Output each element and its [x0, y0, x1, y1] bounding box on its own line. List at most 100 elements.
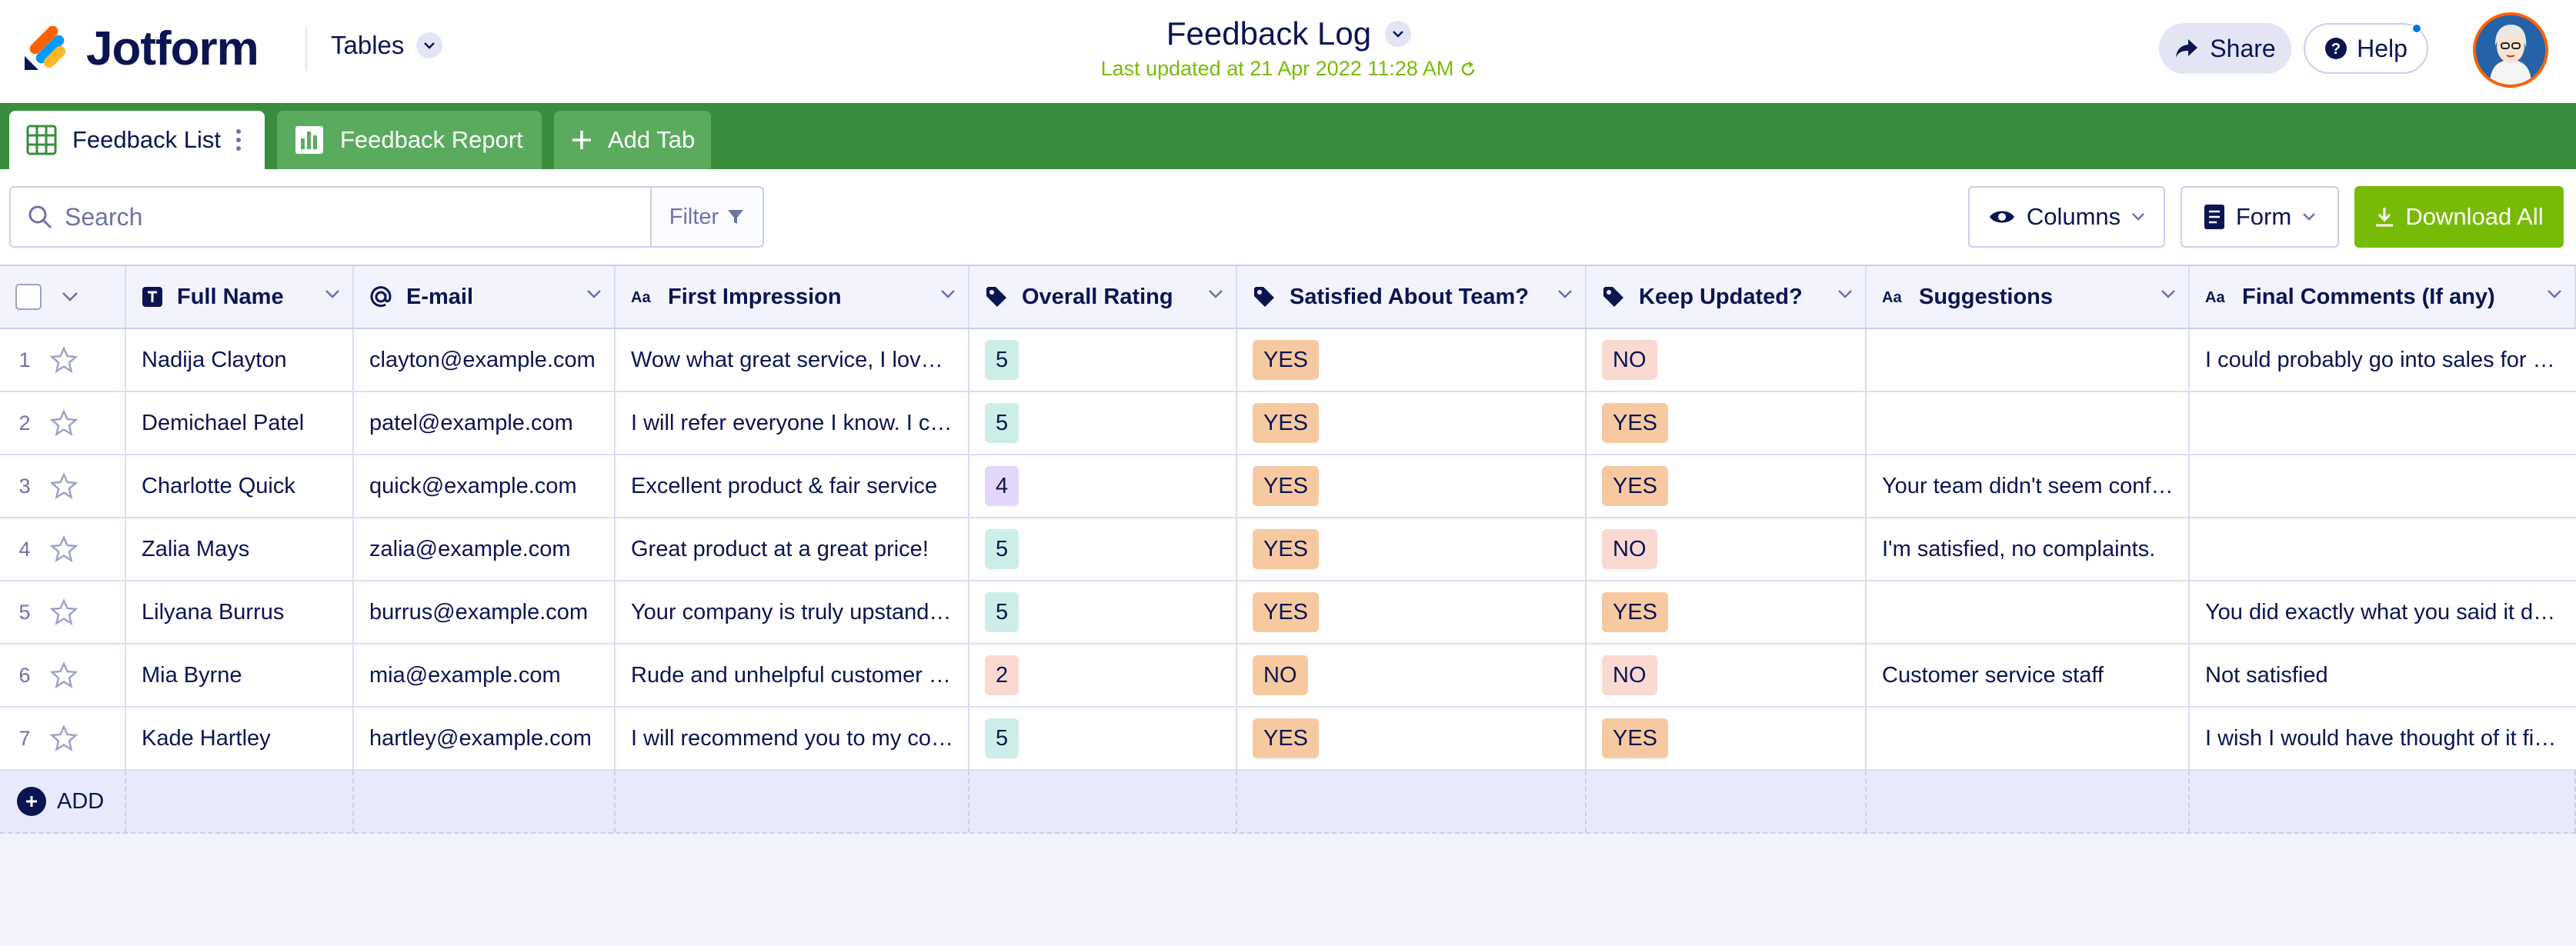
cell-satisfied[interactable]: YES	[1237, 455, 1587, 517]
select-all-checkbox[interactable]	[15, 284, 42, 310]
cell-overall-rating[interactable]: 5	[969, 329, 1237, 391]
tables-menu[interactable]: Tables	[331, 31, 443, 60]
cell-overall-rating[interactable]: 2	[969, 645, 1237, 706]
star-icon[interactable]	[49, 724, 78, 752]
cell-satisfied[interactable]: YES	[1237, 329, 1587, 391]
cell-suggestions[interactable]	[1867, 708, 2190, 769]
cell-full-name[interactable]: Nadija Clayton	[126, 329, 354, 391]
cell-final-comments[interactable]: I wish I would have thought of it first.	[2190, 708, 2576, 769]
table-row[interactable]: 4 Zalia Mays zalia@example.com Great pro…	[0, 518, 2576, 581]
chevron-down-icon[interactable]	[940, 289, 956, 298]
cell-full-name[interactable]: Mia Byrne	[126, 645, 354, 706]
cell-suggestions[interactable]	[1867, 392, 2190, 454]
cell-first-impression[interactable]: Your company is truly upstanding	[616, 581, 969, 643]
tab-feedback-report[interactable]: Feedback Report	[277, 111, 542, 169]
column-header-overall-rating[interactable]: Overall Rating	[969, 266, 1237, 328]
column-header-full-name[interactable]: Full Name	[126, 266, 354, 328]
cell-overall-rating[interactable]: 5	[969, 518, 1237, 580]
star-icon[interactable]	[49, 409, 78, 437]
chevron-down-icon[interactable]	[1208, 289, 1223, 298]
cell-satisfied[interactable]: YES	[1237, 708, 1587, 769]
column-header-first-impression[interactable]: Aa First Impression	[616, 266, 969, 328]
cell-satisfied[interactable]: YES	[1237, 581, 1587, 643]
cell-suggestions[interactable]: Your team didn't seem confident	[1867, 455, 2190, 517]
cell-keep-updated[interactable]: NO	[1587, 518, 1867, 580]
cell-email[interactable]: clayton@example.com	[354, 329, 616, 391]
share-button[interactable]: Share	[2159, 23, 2291, 74]
star-icon[interactable]	[49, 346, 78, 374]
help-button[interactable]: ? Help	[2304, 23, 2428, 74]
cell-suggestions[interactable]	[1867, 329, 2190, 391]
cell-first-impression[interactable]: I will recommend you to my colleagues	[616, 708, 969, 769]
column-header-keep-updated[interactable]: Keep Updated?	[1587, 266, 1867, 328]
cell-first-impression[interactable]: Great product at a great price!	[616, 518, 969, 580]
cell-final-comments[interactable]	[2190, 455, 2576, 517]
table-row[interactable]: 1 Nadija Clayton clayton@example.com Wow…	[0, 329, 2576, 392]
cell-satisfied[interactable]: YES	[1237, 392, 1587, 454]
cell-final-comments[interactable]	[2190, 518, 2576, 580]
column-header-satisfied-about-team[interactable]: Satisfied About Team?	[1237, 266, 1587, 328]
star-icon[interactable]	[49, 535, 78, 563]
cell-final-comments[interactable]	[2190, 392, 2576, 454]
star-icon[interactable]	[49, 598, 78, 626]
cell-email[interactable]: mia@example.com	[354, 645, 616, 706]
cell-suggestions[interactable]: Customer service staff	[1867, 645, 2190, 706]
cell-overall-rating[interactable]: 4	[969, 455, 1237, 517]
table-row[interactable]: 5 Lilyana Burrus burrus@example.com Your…	[0, 581, 2576, 645]
cell-full-name[interactable]: Zalia Mays	[126, 518, 354, 580]
form-button[interactable]: Form	[2181, 186, 2339, 248]
table-row[interactable]: 7 Kade Hartley hartley@example.com I wil…	[0, 708, 2576, 771]
cell-email[interactable]: quick@example.com	[354, 455, 616, 517]
cell-email[interactable]: zalia@example.com	[354, 518, 616, 580]
table-row[interactable]: 6 Mia Byrne mia@example.com Rude and unh…	[0, 645, 2576, 708]
cell-final-comments[interactable]: You did exactly what you said it does.	[2190, 581, 2576, 643]
table-title-menu[interactable]: Feedback Log	[1000, 15, 1577, 52]
cell-keep-updated[interactable]: NO	[1587, 645, 1867, 706]
more-vertical-icon[interactable]	[236, 129, 241, 151]
filter-button[interactable]: Filter	[650, 186, 764, 248]
column-header-email[interactable]: E-mail	[354, 266, 616, 328]
chevron-down-icon[interactable]	[1557, 289, 1573, 298]
cell-final-comments[interactable]: I could probably go into sales for you.	[2190, 329, 2576, 391]
cell-satisfied[interactable]: YES	[1237, 518, 1587, 580]
cell-full-name[interactable]: Lilyana Burrus	[126, 581, 354, 643]
cell-satisfied[interactable]: NO	[1237, 645, 1587, 706]
cell-overall-rating[interactable]: 5	[969, 581, 1237, 643]
chevron-down-icon[interactable]	[586, 289, 602, 298]
cell-full-name[interactable]: Kade Hartley	[126, 708, 354, 769]
cell-keep-updated[interactable]: YES	[1587, 455, 1867, 517]
cell-overall-rating[interactable]: 5	[969, 392, 1237, 454]
search-input[interactable]: Search	[9, 186, 652, 248]
chevron-down-icon[interactable]	[62, 291, 78, 302]
cell-keep-updated[interactable]: YES	[1587, 392, 1867, 454]
chevron-down-icon[interactable]	[2161, 289, 2176, 298]
cell-first-impression[interactable]: Excellent product & fair service	[616, 455, 969, 517]
cell-suggestions[interactable]: I'm satisfied, no complaints.	[1867, 518, 2190, 580]
cell-full-name[interactable]: Charlotte Quick	[126, 455, 354, 517]
table-row[interactable]: 2 Demichael Patel patel@example.com I wi…	[0, 392, 2576, 455]
cell-email[interactable]: burrus@example.com	[354, 581, 616, 643]
cell-email[interactable]: hartley@example.com	[354, 708, 616, 769]
jotform-logo[interactable]: Jotform	[22, 22, 259, 76]
cell-keep-updated[interactable]: YES	[1587, 581, 1867, 643]
refresh-icon[interactable]	[1460, 61, 1477, 78]
download-all-button[interactable]: Download All	[2354, 186, 2564, 248]
avatar[interactable]	[2473, 12, 2548, 88]
column-header-suggestions[interactable]: Aa Suggestions	[1867, 266, 2190, 328]
chevron-down-icon[interactable]	[325, 289, 340, 298]
cell-keep-updated[interactable]: YES	[1587, 708, 1867, 769]
cell-overall-rating[interactable]: 5	[969, 708, 1237, 769]
star-icon[interactable]	[49, 472, 78, 500]
cell-email[interactable]: patel@example.com	[354, 392, 616, 454]
cell-first-impression[interactable]: Wow what great service, I love it!	[616, 329, 969, 391]
column-header-final-comments[interactable]: Aa Final Comments (If any)	[2190, 266, 2576, 328]
star-icon[interactable]	[49, 661, 78, 689]
cell-keep-updated[interactable]: NO	[1587, 329, 1867, 391]
table-row[interactable]: 3 Charlotte Quick quick@example.com Exce…	[0, 455, 2576, 518]
cell-first-impression[interactable]: Rude and unhelpful customer service	[616, 645, 969, 706]
columns-button[interactable]: Columns	[1968, 186, 2165, 248]
cell-full-name[interactable]: Demichael Patel	[126, 392, 354, 454]
chevron-down-icon[interactable]	[1837, 289, 1853, 298]
add-record-button[interactable]: ADD	[17, 787, 104, 816]
add-tab-button[interactable]: Add Tab	[554, 111, 711, 169]
